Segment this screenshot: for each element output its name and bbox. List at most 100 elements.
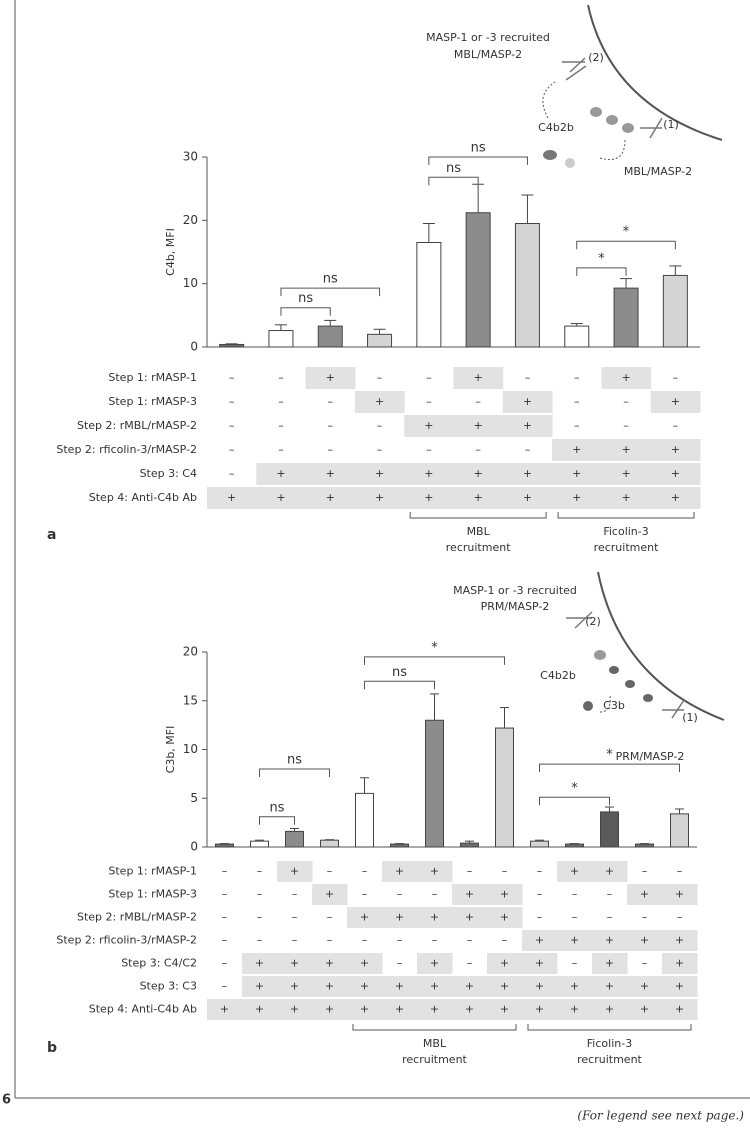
table-cell: – — [257, 888, 263, 901]
bar — [663, 275, 687, 347]
table-cell: – — [677, 911, 683, 924]
bar — [426, 720, 444, 847]
table-cell: + — [500, 957, 509, 970]
table-cell: – — [278, 443, 284, 456]
significance-label: ns — [471, 141, 486, 156]
table-cell: – — [278, 395, 284, 408]
table-cell: – — [642, 911, 648, 924]
significance-label: * — [606, 748, 613, 763]
table-cell: + — [500, 980, 509, 993]
table-cell: – — [377, 443, 383, 456]
table-cell: + — [671, 395, 680, 408]
panel-letter: b — [47, 1040, 57, 1056]
table-cell: – — [397, 888, 403, 901]
significance-label: * — [598, 251, 605, 266]
page-number: 6 — [2, 1093, 11, 1108]
significance-bracket — [260, 769, 330, 777]
table-cell: + — [605, 934, 614, 947]
table-cell: + — [570, 980, 579, 993]
table-cell: + — [290, 980, 299, 993]
significance-label: ns — [446, 161, 461, 176]
table-cell: + — [535, 980, 544, 993]
panel-letter: a — [47, 527, 56, 543]
table-cell: + — [325, 957, 334, 970]
table-cell: – — [397, 934, 403, 947]
table-cell: + — [500, 1003, 509, 1016]
table-cell: – — [475, 443, 481, 456]
bar — [565, 326, 589, 347]
table-cell: + — [474, 491, 483, 504]
table-cell: – — [327, 911, 333, 924]
table-cell: + — [276, 467, 285, 480]
y-tick-label: 5 — [190, 791, 198, 805]
table-cell: + — [290, 865, 299, 878]
group-label: MBL — [467, 525, 491, 538]
significance-label: * — [571, 781, 578, 796]
y-tick-label: 15 — [183, 693, 198, 707]
table-cell: – — [525, 443, 531, 456]
table-cell: + — [360, 1003, 369, 1016]
table-cell: + — [640, 1003, 649, 1016]
row-label: Step 3: C4/C2 — [121, 957, 197, 970]
significance-bracket — [577, 268, 626, 276]
table-cell: + — [430, 957, 439, 970]
significance-bracket — [540, 797, 610, 805]
error-bar — [472, 184, 484, 213]
diagram-title: MASP-1 or -3 recruited — [426, 31, 550, 44]
significance-bracket — [260, 817, 295, 825]
significance-bracket — [429, 177, 478, 185]
significance-bracket — [429, 157, 528, 165]
table-cell: – — [257, 911, 263, 924]
table-cell: – — [229, 467, 235, 480]
significance-bracket — [365, 681, 435, 689]
significance-bracket — [540, 764, 680, 772]
table-cell: + — [395, 980, 404, 993]
group-bracket — [528, 1024, 691, 1030]
table-cell: – — [572, 911, 578, 924]
table-cell: + — [570, 934, 579, 947]
group-label: recruitment — [446, 541, 511, 554]
table-cell: + — [360, 980, 369, 993]
table-cell: + — [430, 1003, 439, 1016]
diagram-label: C4b2b — [538, 121, 574, 134]
group-bracket — [558, 512, 694, 518]
table-cell: + — [605, 865, 614, 878]
diagram-title: MASP-1 or -3 recruited — [453, 584, 577, 597]
table-cell: – — [525, 371, 531, 384]
row-label: Step 4: Anti-C4b Ab — [89, 1003, 197, 1016]
table-cell: + — [375, 467, 384, 480]
bar — [566, 844, 584, 847]
significance-label: ns — [298, 291, 313, 306]
footer: (For legend see next page.) — [577, 1109, 744, 1123]
group-label: recruitment — [594, 541, 659, 554]
bar — [391, 844, 409, 847]
group-label: MBL — [423, 1037, 447, 1050]
table-cell: – — [229, 395, 235, 408]
table-cell: – — [362, 865, 368, 878]
table-cell: + — [424, 419, 433, 432]
table-cell: + — [535, 1003, 544, 1016]
error-bar — [374, 329, 386, 334]
table-cell: + — [675, 980, 684, 993]
error-bar — [675, 809, 684, 814]
table-cell: – — [467, 865, 473, 878]
table-cell: – — [222, 957, 228, 970]
significance-bracket — [281, 308, 330, 316]
table-cell: – — [257, 934, 263, 947]
table-cell: – — [377, 419, 383, 432]
group-label: Ficolin-3 — [603, 525, 648, 538]
table-cell: + — [621, 443, 630, 456]
table-cell: + — [671, 491, 680, 504]
diagram-label: PRM/MASP-2 — [616, 750, 685, 763]
table-cell: + — [395, 1003, 404, 1016]
diagram-label: (2) — [585, 615, 601, 628]
table-cell: + — [535, 934, 544, 947]
group-bracket — [353, 1024, 516, 1030]
table-cell: – — [537, 911, 543, 924]
table-cell: + — [605, 957, 614, 970]
diagram-title: PRM/MASP-2 — [481, 600, 550, 613]
table-cell: – — [229, 371, 235, 384]
significance-bracket — [281, 288, 380, 296]
table-cell: + — [675, 957, 684, 970]
